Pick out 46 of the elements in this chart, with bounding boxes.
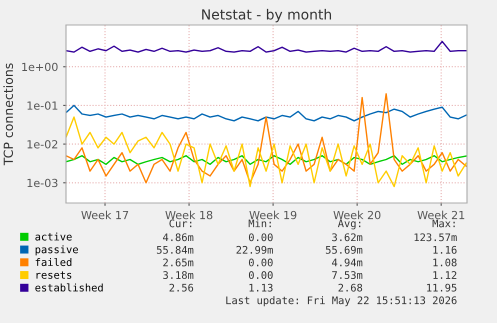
text: 2.56 <box>170 284 194 292</box>
text: 2.65m <box>163 258 194 266</box>
legend-label: active <box>35 232 72 241</box>
line-series <box>66 40 467 53</box>
text: 22.99m <box>236 246 273 254</box>
x-tick-label: Week 20 <box>333 210 380 220</box>
text: 1.08 <box>433 258 457 266</box>
text: 2.68 <box>338 284 362 292</box>
x-tick-label: Week 21 <box>418 210 464 220</box>
legend-label: passive <box>36 245 78 256</box>
text: Avg: <box>338 220 360 230</box>
text: 0.00 <box>248 258 273 266</box>
text: 55.69m <box>326 246 362 254</box>
legend-label: failed <box>36 258 72 266</box>
y-tick-label: 1e-02 <box>28 140 58 148</box>
text: Min: <box>248 219 271 228</box>
text: 55.84m <box>156 246 194 254</box>
text: Cur: <box>169 219 192 228</box>
line-series <box>66 93 467 184</box>
text: 1.12 <box>433 271 456 279</box>
x-tick-label: Week 19 <box>249 210 296 220</box>
legend-label: established <box>35 283 103 292</box>
line-series <box>66 116 467 188</box>
text: 11.95 <box>427 284 456 292</box>
text: 4.94m <box>332 258 362 266</box>
y-tick-label: 1e+00 <box>22 62 58 72</box>
x-tick-label: Week 18 <box>165 210 212 220</box>
line-series <box>66 155 467 166</box>
text: 3.18m <box>163 271 194 280</box>
text: Last update: Fri May 22 15:51:13 2026 <box>226 296 457 306</box>
text: Max: <box>432 220 455 228</box>
y-axis-title: TCP connections <box>3 63 14 166</box>
y-tick-label: 1e-03 <box>28 178 58 188</box>
text: 3.62m <box>332 233 362 242</box>
chart-title: Netstat - by month <box>202 8 332 22</box>
text: 1.13 <box>250 284 273 292</box>
y-tick-label: 1e-01 <box>28 101 58 110</box>
legend-label: resets <box>36 271 72 279</box>
line-series <box>66 104 467 122</box>
text: 0.00 <box>248 233 273 242</box>
text: 4.86m <box>162 233 194 242</box>
text: 123.57m <box>414 233 457 242</box>
x-tick-label: Week 17 <box>81 210 128 220</box>
text: 7.53m <box>332 271 362 280</box>
text: 1.16 <box>433 246 457 254</box>
text: 0.00 <box>248 271 273 280</box>
